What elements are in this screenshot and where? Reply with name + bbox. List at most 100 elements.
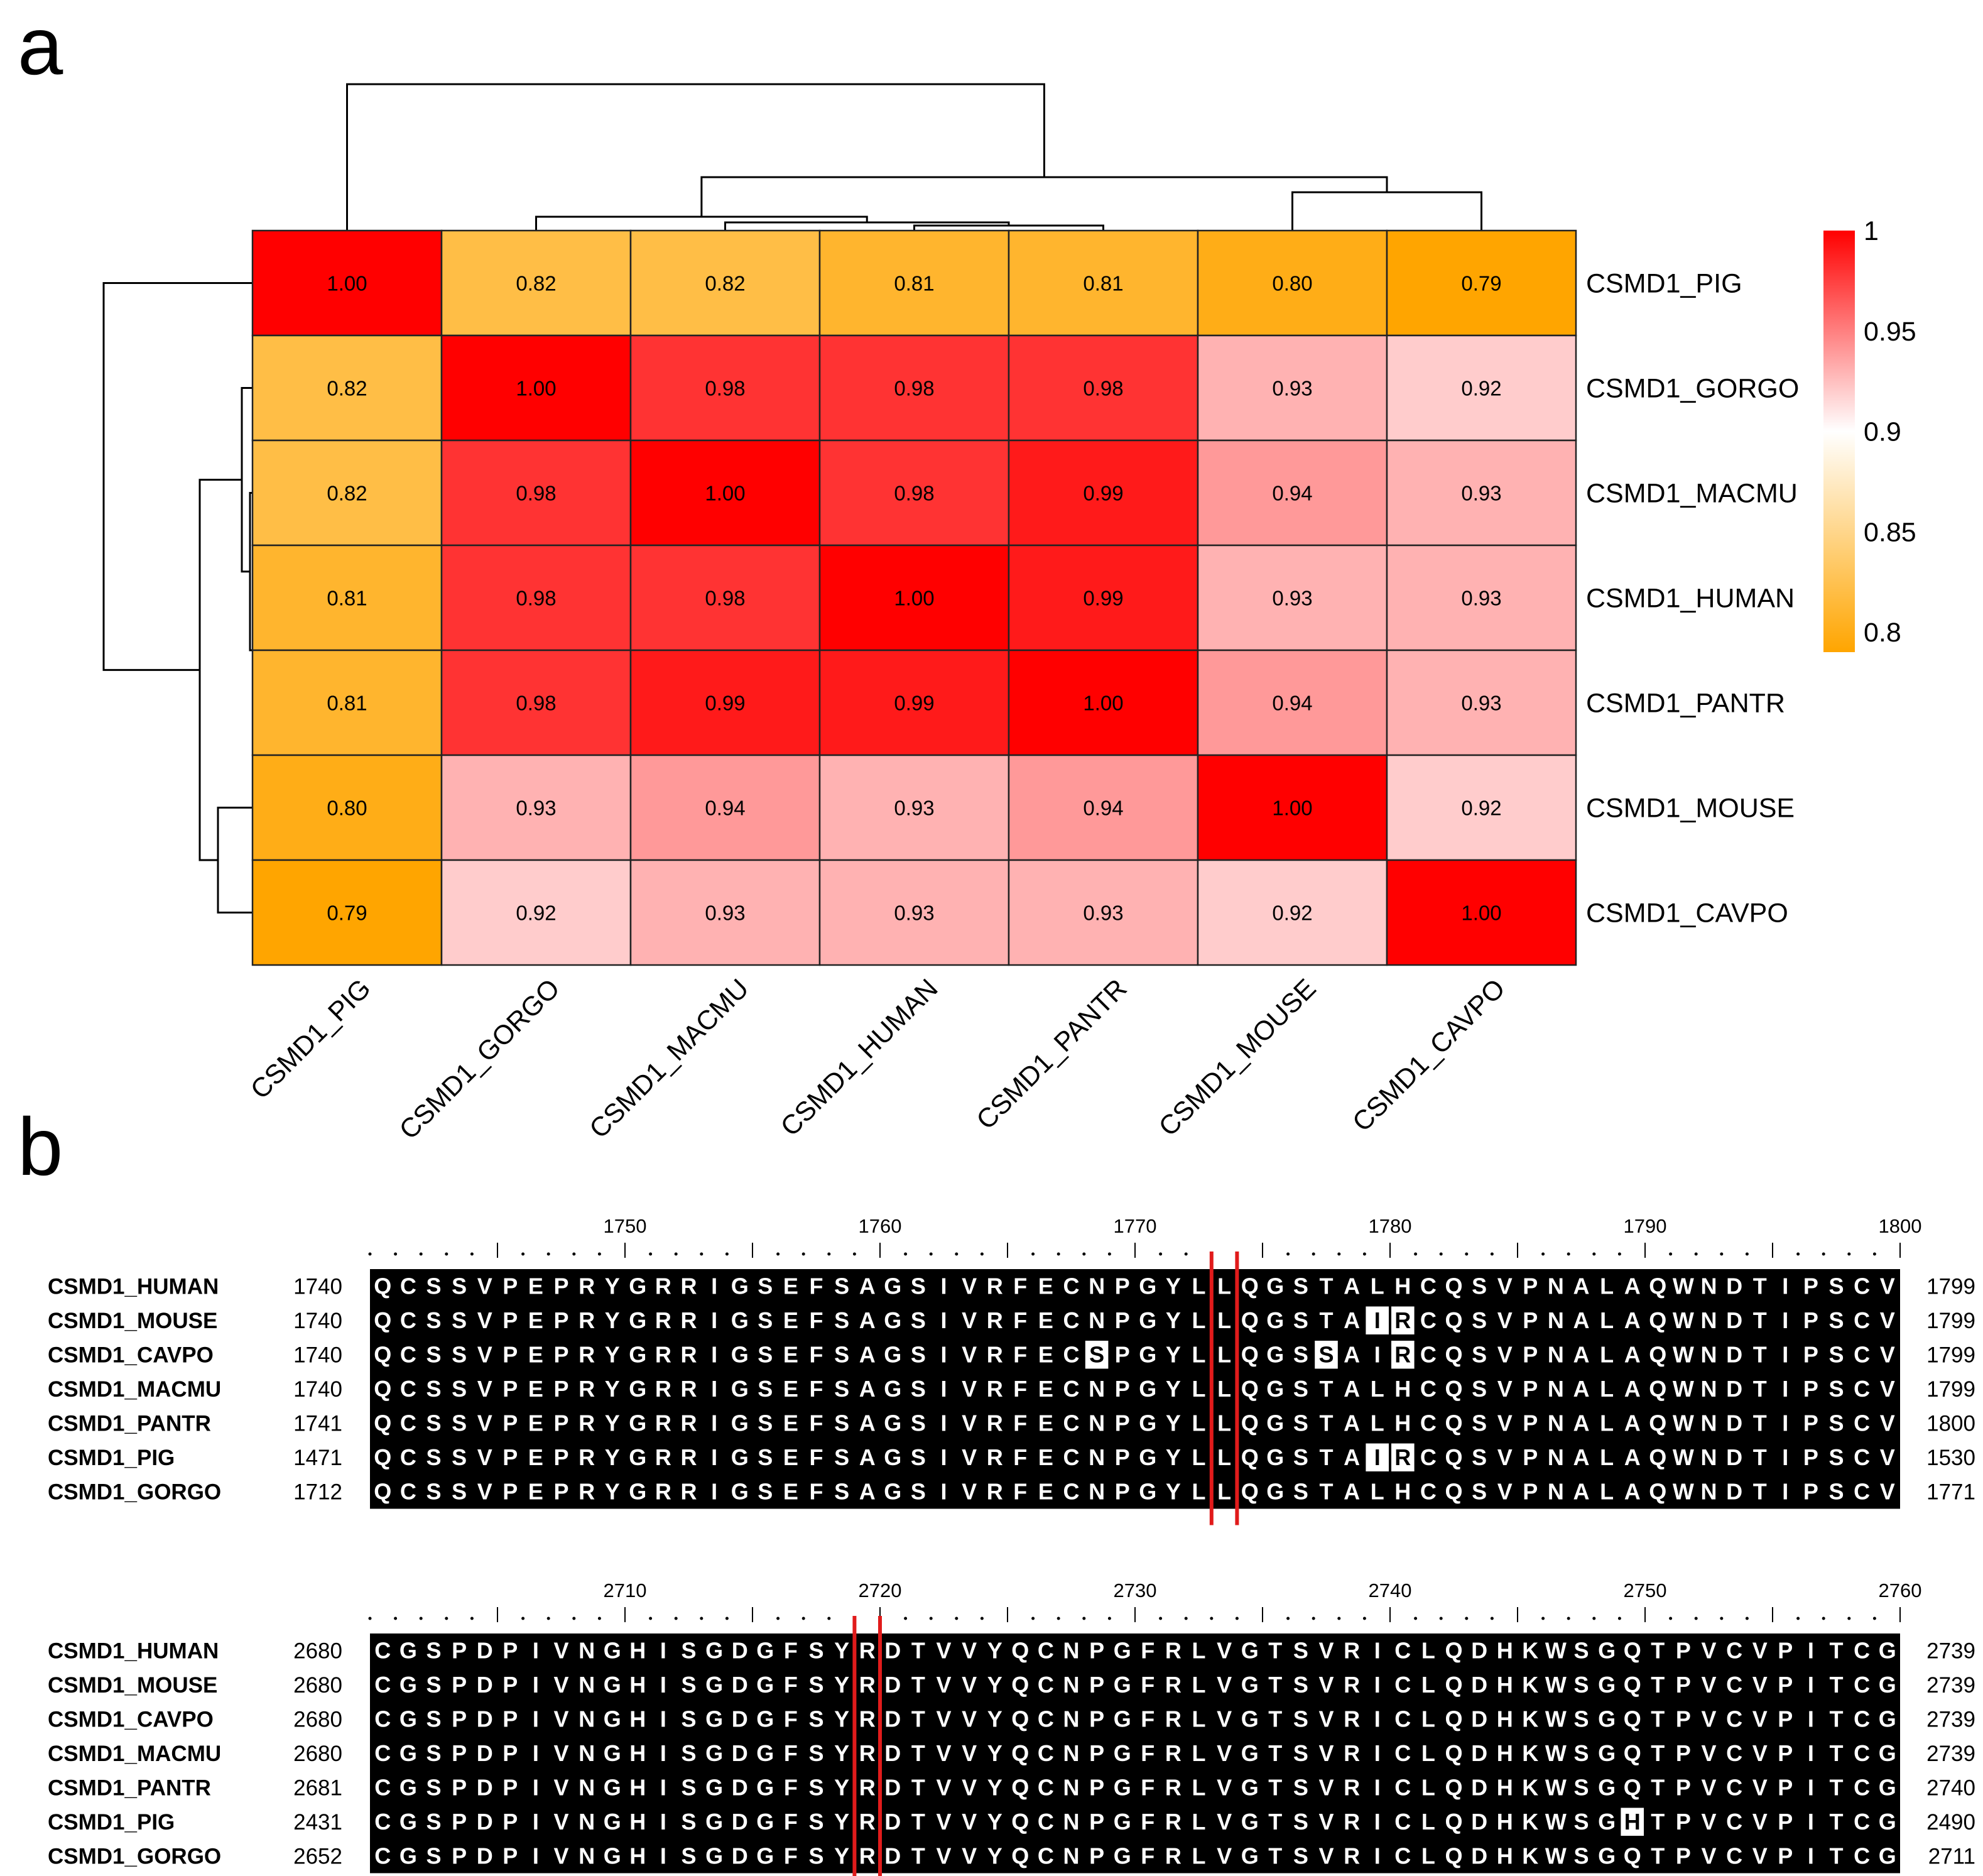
residue: T [1651,1740,1665,1766]
residue: A [859,1376,876,1402]
residue: N [579,1637,595,1663]
residue: G [1598,1637,1616,1663]
residue: R [579,1307,595,1333]
ruler-dot [1286,1617,1290,1620]
residue: L [1192,1809,1206,1835]
residue: C [1038,1809,1054,1835]
residue: V [1880,1410,1895,1436]
residue: T [1320,1307,1334,1333]
residue: V [1217,1809,1232,1835]
dendrogram-branch [535,215,868,231]
residue: I [711,1273,717,1299]
residue: W [1673,1341,1694,1367]
residue: L [1217,1410,1231,1436]
residue: V [962,1774,977,1800]
residue: V [1497,1341,1513,1367]
alignment-background [370,1269,1900,1509]
residue: A [1573,1410,1590,1436]
residue: L [1192,1376,1206,1402]
residue: Q [1011,1774,1029,1800]
residue: H [629,1706,646,1731]
residue: S [1472,1273,1487,1299]
heatmap-column-label: CSMD1_MOUSE [1153,973,1322,1142]
heatmap-cell [1008,229,1199,337]
residue: S [1293,1843,1308,1868]
residue: V [962,1478,977,1504]
residue: C [1038,1672,1054,1698]
residue: S [1293,1341,1308,1367]
residue: L [1192,1273,1206,1299]
residue: R [859,1774,876,1800]
residue: R [987,1478,1003,1504]
heatmap-cell-value: 1.00 [705,482,745,505]
residue: D [477,1740,493,1766]
residue: E [1038,1273,1053,1299]
residue: V [1752,1843,1768,1868]
row-dendrogram [102,282,256,913]
ruler-dot [1337,1617,1341,1620]
residue: L [1421,1774,1435,1800]
residue: Y [834,1672,849,1698]
ruler-dot [955,1617,959,1620]
residue: V [477,1410,492,1436]
alignment-background [370,1633,1900,1873]
residue: Q [1624,1774,1641,1800]
ruler-dot [1159,1252,1163,1256]
sequence-end: 2490 [1926,1810,1975,1835]
ruler-dot [700,1252,704,1256]
residue: W [1545,1843,1567,1868]
heatmap-column-labels: CSMD1_PIG CSMD1_GORGO CSMD1_MACMU CSMD1_HUM… [245,973,1511,1145]
residue: V [1701,1637,1716,1663]
residue: S [1293,1809,1308,1835]
residue: S [426,1774,441,1800]
residue: G [705,1843,723,1868]
ruler-dot [1414,1252,1418,1256]
residue: C [1854,1809,1870,1835]
residue: T [1651,1706,1665,1731]
residue: C [400,1341,416,1367]
residue: P [452,1774,467,1800]
residue: V [962,1376,977,1402]
residue: Q [374,1410,391,1436]
residue: G [756,1843,774,1868]
residue: D [1726,1444,1742,1470]
residue: C [1726,1706,1742,1731]
heatmap-cell-value: 0.98 [516,587,556,610]
residue: S [834,1444,849,1470]
residue: P [553,1273,568,1299]
residue: V [477,1273,492,1299]
heatmap-cell-value: 0.93 [1272,377,1312,400]
residue: P [1778,1843,1793,1868]
residue: I [1374,1843,1381,1868]
residue: T [1268,1706,1282,1731]
residue: S [1828,1273,1844,1299]
heatmap-cell-value: 1.00 [1461,902,1501,925]
residue: V [1752,1774,1768,1800]
residue: V [1880,1307,1895,1333]
residue: H [1394,1410,1411,1436]
heatmap-cell [1197,544,1388,652]
residue: L [1421,1637,1435,1663]
residue: T [1268,1740,1282,1766]
heatmap-cell-value: 0.81 [327,587,367,610]
residue: G [705,1637,723,1663]
ruler-dot [1082,1252,1086,1256]
residue: A [1624,1307,1641,1333]
residue: L [1192,1410,1206,1436]
residue: I [1374,1740,1381,1766]
dendrogram-branch [700,176,1388,217]
residue: S [1089,1341,1104,1367]
residue: S [911,1273,926,1299]
sequence-start: 1740 [293,1309,342,1333]
sequence-start: 2681 [293,1775,342,1800]
residue: N [1701,1341,1717,1367]
residue: V [936,1706,951,1731]
residue: S [758,1376,773,1402]
residue: I [1374,1774,1381,1800]
residue: I [940,1444,947,1470]
residue: S [758,1410,773,1436]
heatmap-cell-value: 0.93 [705,902,745,925]
residue: V [553,1672,568,1698]
residue: R [859,1672,876,1698]
residue: N [1089,1376,1105,1402]
